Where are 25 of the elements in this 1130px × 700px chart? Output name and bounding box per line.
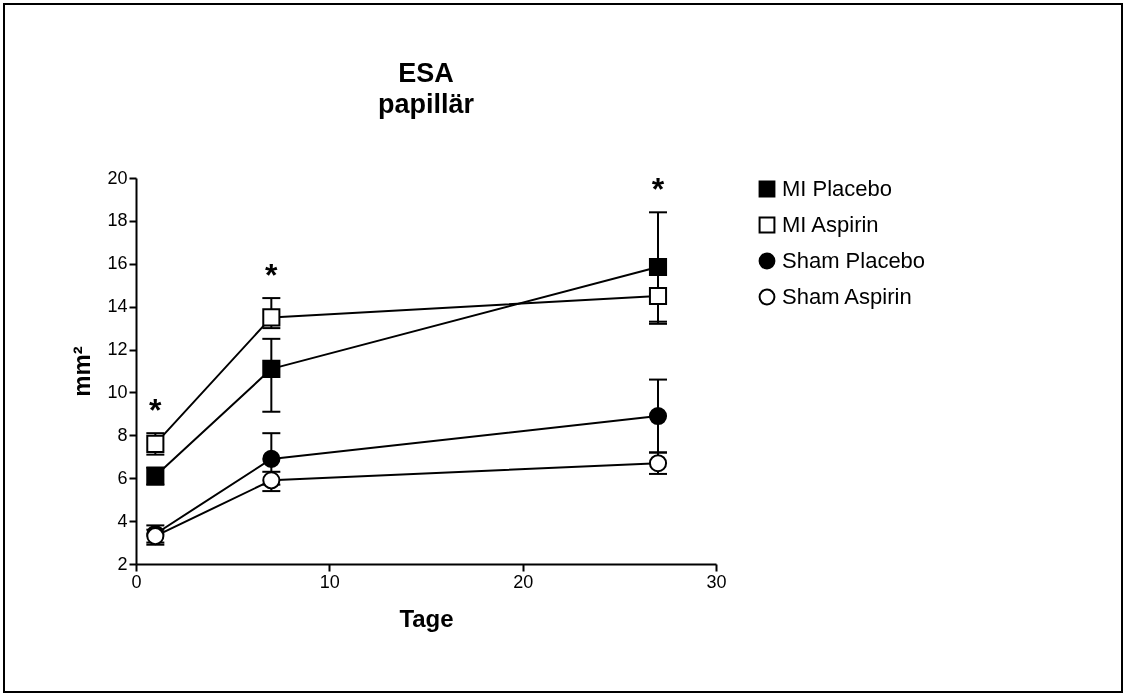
legend-label: MI Aspirin — [782, 212, 879, 237]
x-axis-title: Tage — [399, 604, 454, 632]
legend-label: Sham Placebo — [782, 248, 926, 273]
annotation: * — [265, 257, 279, 294]
y-tick-label: 14 — [107, 296, 128, 317]
y-tick-label: 4 — [117, 510, 128, 531]
y-tick-label: 8 — [117, 424, 128, 445]
y-axis-title: mm² — [68, 346, 96, 397]
x-tick-label: 0 — [131, 571, 142, 592]
annotation: * — [149, 392, 163, 429]
x-tick-label: 30 — [706, 571, 727, 592]
annotation: * — [651, 171, 665, 208]
chart-title: ESA — [398, 58, 454, 88]
x-tick-label: 10 — [319, 571, 340, 592]
legend-label: Sham Aspirin — [782, 284, 912, 309]
y-tick-label: 10 — [107, 381, 128, 402]
y-tick-label: 6 — [117, 467, 128, 488]
y-tick-label: 20 — [107, 167, 128, 188]
y-tick-label: 16 — [107, 253, 128, 274]
legend-label: MI Placebo — [782, 176, 893, 201]
y-tick-label: 12 — [107, 339, 128, 360]
y-tick-label: 2 — [117, 553, 128, 574]
x-tick-label: 20 — [513, 571, 534, 592]
chart-subtitle: papillär — [377, 89, 475, 119]
y-tick-label: 18 — [107, 210, 128, 231]
